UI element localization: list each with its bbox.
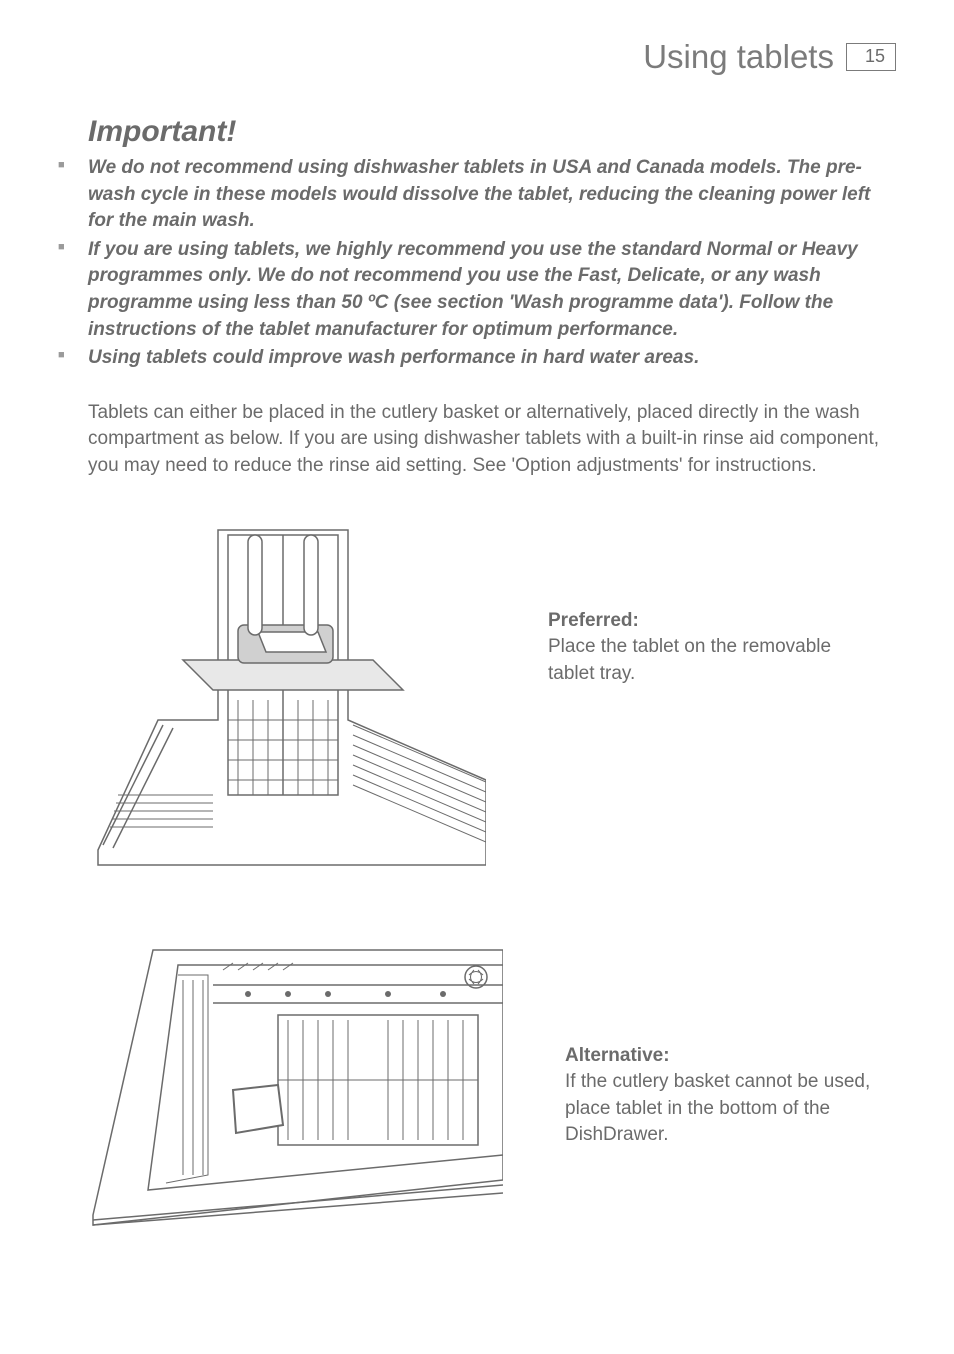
page-header: Using tablets 15 <box>643 38 896 76</box>
bullet-item: We do not recommend using dishwasher tab… <box>58 155 896 235</box>
important-bullet-list: We do not recommend using dishwasher tab… <box>58 155 896 372</box>
drawer-bottom-illustration <box>88 925 503 1233</box>
figure-alternative <box>88 925 503 1238</box>
caption-preferred: Preferred: Place the tablet on the remov… <box>548 608 858 688</box>
content-area: Important! We do not recommend using dis… <box>58 115 896 1288</box>
body-paragraph: Tablets can either be placed in the cutl… <box>58 400 896 480</box>
bullet-item: Using tablets could improve wash perform… <box>58 345 896 372</box>
figure-row-alternative: Alternative: If the cutlery basket canno… <box>58 925 896 1238</box>
cutlery-basket-illustration <box>88 520 486 870</box>
caption-text: If the cutlery basket cannot be used, pl… <box>565 1071 870 1145</box>
page-number: 15 <box>846 43 896 70</box>
caption-bold: Preferred: <box>548 610 639 631</box>
figure-row-preferred: Preferred: Place the tablet on the remov… <box>58 520 896 875</box>
caption-text: Place the tablet on the removable tablet… <box>548 636 831 684</box>
figure-preferred <box>88 520 486 875</box>
important-heading: Important! <box>88 115 896 149</box>
caption-alternative: Alternative: If the cutlery basket canno… <box>565 1043 875 1149</box>
caption-bold: Alternative: <box>565 1045 670 1066</box>
header-title: Using tablets <box>643 38 834 76</box>
bullet-item: If you are using tablets, we highly reco… <box>58 237 896 343</box>
